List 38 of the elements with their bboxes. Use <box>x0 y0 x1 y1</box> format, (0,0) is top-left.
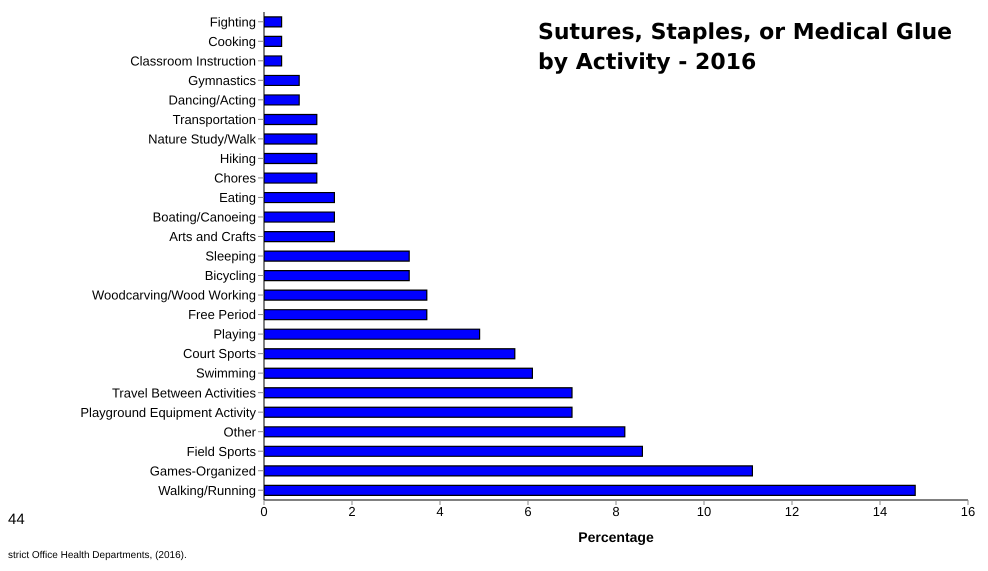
y-tick-label: Field Sports <box>186 444 256 459</box>
y-tick-label: Sleeping <box>205 248 256 264</box>
x-tick-label: 8 <box>612 504 620 520</box>
y-tick-label: Transportation <box>172 112 256 127</box>
y-tick-label: Bicycling <box>204 268 256 284</box>
y-tick-label: Playground Equipment Activity <box>80 404 256 420</box>
y-tick-label: Chores <box>214 170 256 186</box>
y-tick-label: Court Sports <box>183 346 256 362</box>
text: 44 <box>8 511 25 528</box>
y-tick-label: Arts and Crafts <box>169 229 256 244</box>
y-tick-label: Woodcarving/Wood Working <box>92 288 256 303</box>
y-tick-label: Eating <box>219 190 256 206</box>
y-tick-label: Free Period <box>188 307 256 322</box>
y-tick-label: Playing <box>213 326 256 342</box>
x-tick-label: 12 <box>784 504 800 520</box>
x-axis-title: Percentage <box>578 529 654 545</box>
y-tick-label: Gymnastics <box>188 72 256 88</box>
y-tick-label: Games-Organized <box>150 463 256 478</box>
text: strict Office Health Departments, (2016). <box>8 550 187 561</box>
x-tick-label: 14 <box>872 504 888 520</box>
y-tick-label: Hiking <box>220 151 256 166</box>
y-tick-label: Swimming <box>196 366 256 381</box>
x-tick-label: 4 <box>436 504 444 520</box>
x-tick-label: 16 <box>960 504 976 520</box>
y-tick-label: Travel Between Activities <box>112 385 256 400</box>
y-tick-label: Nature Study/Walk <box>148 131 256 146</box>
x-tick-label: 10 <box>696 504 712 520</box>
text: Sutures, Staples, or Medical Glue by Activity - 2016 <box>538 19 952 77</box>
x-tick-label: 0 <box>260 504 268 520</box>
y-tick-label: Other <box>223 424 257 440</box>
y-tick-label: Cooking <box>208 34 256 49</box>
y-tick-label: Classroom Instruction <box>130 53 256 68</box>
y-tick-label: Boating/Canoeing <box>152 210 256 225</box>
x-tick-label: 6 <box>524 504 532 520</box>
y-tick-label: Fighting <box>210 14 256 30</box>
y-tick-label: Dancing/Acting <box>168 92 256 108</box>
y-tick-label: Walking/Running <box>158 482 256 498</box>
x-tick-label: 2 <box>348 504 356 520</box>
